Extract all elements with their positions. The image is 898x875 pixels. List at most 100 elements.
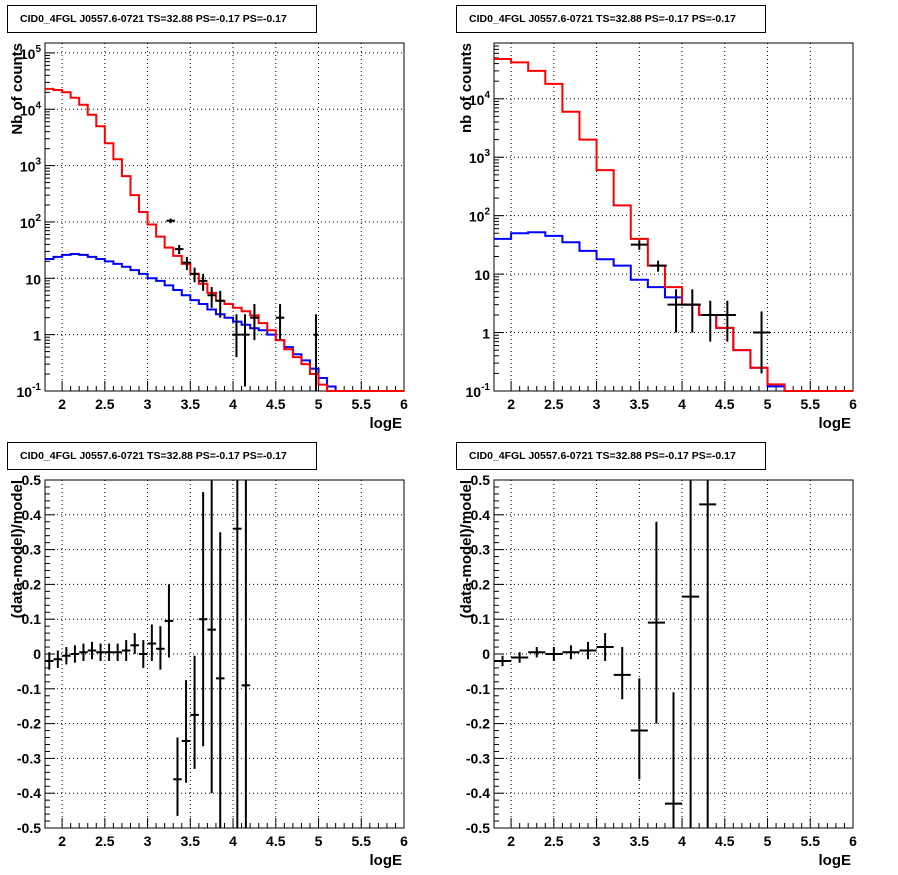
axis-ticks bbox=[45, 479, 405, 829]
data-point bbox=[45, 652, 54, 670]
data-points bbox=[166, 218, 319, 391]
x-tick-label: 6 bbox=[400, 396, 408, 412]
plot-title: CID0_4FGL J0557.6-0721 TS=32.88 PS=-0.17… bbox=[7, 5, 317, 33]
y-tick-label: 0.3 bbox=[22, 542, 42, 558]
data-point bbox=[313, 314, 319, 391]
y-tick-label: -0.2 bbox=[466, 716, 490, 732]
plot-frame bbox=[44, 42, 405, 392]
y-tick-label: -0.5 bbox=[17, 820, 41, 836]
grid bbox=[45, 480, 404, 828]
data-point bbox=[164, 584, 174, 658]
x-tick-label: 3.5 bbox=[181, 396, 201, 412]
x-axis-title: logE bbox=[819, 415, 852, 432]
axis-ticks bbox=[45, 52, 405, 392]
y-axis-title: (data-model)/model bbox=[9, 480, 26, 618]
data-point bbox=[190, 267, 199, 283]
data-points bbox=[494, 480, 717, 828]
y-tick-label: 103 bbox=[20, 157, 42, 175]
x-tick-label: 5 bbox=[764, 833, 772, 849]
y-tick-label: 0.2 bbox=[22, 576, 42, 592]
data-point bbox=[647, 521, 665, 724]
y-tick-label: 1 bbox=[482, 326, 490, 342]
data-point bbox=[630, 678, 648, 780]
data-point bbox=[528, 647, 546, 658]
y-tick-label: 0.4 bbox=[22, 507, 42, 523]
y-tick-label: -0.5 bbox=[466, 820, 490, 836]
data-point bbox=[667, 289, 685, 333]
data-point bbox=[545, 647, 563, 661]
x-axis-title: logE bbox=[370, 415, 403, 432]
data-point bbox=[53, 650, 63, 668]
y-tick-label: 1 bbox=[33, 328, 41, 344]
x-tick-label: 5.5 bbox=[801, 396, 821, 412]
y-axis-title: Nb of counts bbox=[9, 43, 26, 135]
data-point bbox=[511, 652, 529, 663]
y-tick-label: 102 bbox=[20, 213, 42, 231]
data-points bbox=[45, 480, 251, 828]
data-point bbox=[173, 737, 182, 816]
y-tick-label: -0.1 bbox=[466, 681, 490, 697]
y-tick-label: -0.1 bbox=[17, 681, 41, 697]
x-tick-label: 5 bbox=[315, 396, 323, 412]
x-tick-label: 5 bbox=[764, 396, 772, 412]
y-tick-label: 10 bbox=[25, 271, 41, 287]
residuals-coarse-plot: 2 2.5 3 3.5 4 4.5 5 5.5 6 -0.5 -0.4 -0.3 -0.2 -0.1 0 0.… bbox=[458, 472, 857, 869]
y-tick-label: 10-1 bbox=[17, 382, 42, 400]
y-tick-label: 0 bbox=[33, 646, 41, 662]
y-tick-label: 0 bbox=[482, 646, 490, 662]
plot-frame bbox=[493, 42, 854, 392]
y-tick-label: 10-1 bbox=[466, 382, 491, 400]
data-point bbox=[649, 260, 667, 272]
y-tick-label: -0.3 bbox=[466, 750, 490, 766]
data-point bbox=[233, 480, 242, 828]
data-point bbox=[104, 643, 114, 661]
plot-title: CID0_4FGL J0557.6-0721 TS=32.88 PS=-0.17… bbox=[456, 5, 766, 33]
x-tick-label: 5 bbox=[315, 833, 323, 849]
data-point bbox=[79, 643, 88, 661]
x-tick-label: 5.5 bbox=[352, 396, 372, 412]
data-point bbox=[630, 240, 648, 250]
data-point bbox=[494, 655, 512, 667]
y-tick-label: 0.1 bbox=[22, 611, 42, 627]
x-tick-label: 6 bbox=[400, 833, 408, 849]
x-tick-label: 2 bbox=[507, 833, 515, 849]
data-point bbox=[683, 289, 701, 333]
data-point bbox=[699, 480, 717, 828]
x-tick-label: 2 bbox=[58, 396, 66, 412]
data-point bbox=[701, 300, 719, 342]
x-tick-label: 4 bbox=[229, 396, 237, 412]
panel-residuals-fine: 2 2.5 3 3.5 4 4.5 5 5.5 6 -0.5 -0.4 -0.3 -0.2 -0.1 0 0.… bbox=[0, 437, 449, 874]
x-tick-label: 6 bbox=[849, 396, 857, 412]
y-tick-label: 102 bbox=[469, 207, 491, 225]
y-tick-label: -0.2 bbox=[17, 716, 41, 732]
plot-title: CID0_4FGL J0557.6-0721 TS=32.88 PS=-0.17… bbox=[456, 442, 766, 470]
data-point bbox=[562, 645, 580, 660]
x-tick-label: 3 bbox=[593, 396, 601, 412]
x-tick-label: 3.5 bbox=[630, 833, 650, 849]
background-histogram bbox=[494, 231, 853, 392]
data-point bbox=[182, 256, 192, 271]
grid bbox=[494, 43, 853, 391]
x-tick-label: 6 bbox=[849, 833, 857, 849]
data-point bbox=[240, 314, 250, 387]
x-tick-label: 5.5 bbox=[352, 833, 372, 849]
grid bbox=[45, 43, 404, 391]
data-point bbox=[752, 311, 771, 374]
data-point bbox=[596, 633, 614, 661]
y-axis-title: nb of counts bbox=[458, 43, 475, 133]
x-tick-label: 2.5 bbox=[95, 833, 115, 849]
model-histogram bbox=[45, 87, 404, 392]
data-point bbox=[198, 492, 208, 747]
x-tick-label: 4.5 bbox=[266, 396, 286, 412]
x-tick-label: 2 bbox=[58, 833, 66, 849]
data-point bbox=[682, 480, 700, 828]
data-point bbox=[613, 647, 631, 700]
y-tick-label: 0.1 bbox=[471, 611, 491, 627]
data-point bbox=[207, 480, 216, 794]
x-tick-label: 2.5 bbox=[544, 833, 564, 849]
panel-counts-coarse: 2 2.5 3 3.5 4 4.5 5 5.5 6 10-1 1 10 102 103 104 nb of c… bbox=[449, 0, 898, 437]
data-point bbox=[215, 290, 225, 318]
y-tick-label: 10 bbox=[474, 267, 490, 283]
data-point bbox=[166, 218, 175, 224]
